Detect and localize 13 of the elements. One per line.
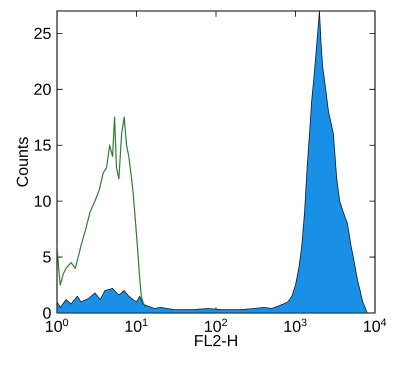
y-axis-title: Counts [16, 137, 28, 187]
x-tick-label: 10$^{4}$ [364, 318, 386, 332]
x-axis-title: FL2-H [195, 334, 237, 346]
y-tick-label: 15 [34, 140, 51, 151]
x-tick-label: 10$^{0}$ [46, 318, 68, 332]
x-tick-label: 10$^{1}$ [126, 318, 148, 332]
x-tick-label: 10$^{2}$ [205, 318, 227, 332]
y-tick-label: 10 [34, 195, 51, 207]
y-tick-label: 25 [34, 28, 51, 40]
y-tick-label: 5 [43, 252, 51, 263]
y-tick-label: 0 [43, 307, 51, 319]
x-tick-label: 10$^{3}$ [284, 318, 307, 332]
y-tick-label: 20 [34, 84, 51, 95]
